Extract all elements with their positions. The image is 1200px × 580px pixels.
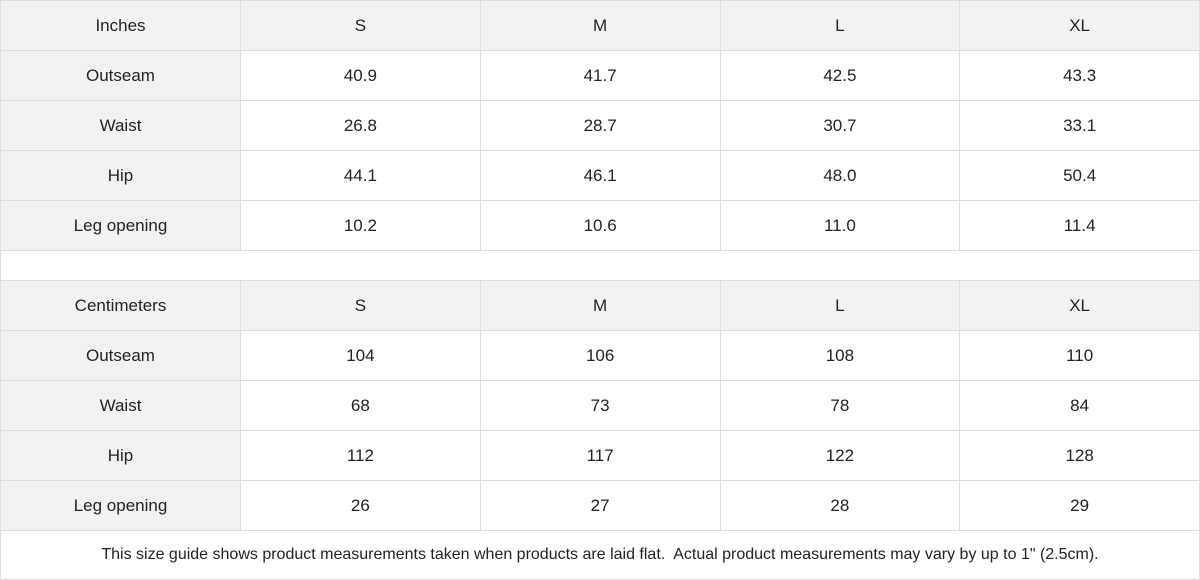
measurement-value: 117 (479, 430, 721, 481)
measurement-label: Outseam (0, 330, 241, 381)
measurement-value: 11.0 (719, 200, 961, 251)
size-header: S (240, 0, 481, 51)
measurement-value: 73 (479, 380, 721, 431)
measurement-value: 28 (719, 480, 961, 531)
measurement-value: 11.4 (959, 200, 1200, 251)
measurement-value: 10.2 (240, 200, 481, 251)
measurement-value: 106 (479, 330, 721, 381)
measurement-value: 122 (719, 430, 961, 481)
size-header: S (240, 280, 481, 331)
measurement-value: 26 (240, 480, 481, 531)
measurement-value: 112 (240, 430, 481, 481)
measurement-value: 33.1 (959, 100, 1200, 151)
measurement-value: 41.7 (479, 50, 721, 101)
size-header: M (479, 0, 721, 51)
size-table-inches: Inches S M L XL Outseam 40.9 41.7 42.5 43.3 Waist 2… (0, 0, 1200, 251)
measurement-value: 128 (959, 430, 1200, 481)
header-row: Centimeters S M L XL (0, 280, 1200, 331)
measurement-value: 104 (240, 330, 481, 381)
measurement-label: Outseam (0, 50, 241, 101)
measurement-value: 68 (240, 380, 481, 431)
measurement-label: Leg opening (0, 200, 241, 251)
table-row: Waist 68 73 78 84 (0, 380, 1200, 431)
measurement-label: Hip (0, 150, 241, 201)
table-row: Hip 44.1 46.1 48.0 50.4 (0, 150, 1200, 201)
measurement-value: 108 (719, 330, 961, 381)
size-header: M (479, 280, 721, 331)
header-row: Inches S M L XL (0, 0, 1200, 51)
measurement-value: 78 (719, 380, 961, 431)
measurement-value: 29 (959, 480, 1200, 531)
measurement-value: 110 (959, 330, 1200, 381)
size-header: L (719, 280, 961, 331)
size-header: L (719, 0, 961, 51)
unit-header: Centimeters (0, 280, 241, 331)
measurement-label: Hip (0, 430, 241, 481)
measurement-value: 48.0 (719, 150, 961, 201)
table-row: Leg opening 26 27 28 29 (0, 480, 1200, 531)
size-table-centimeters: Centimeters S M L XL Outseam 104 106 108 110 Waist… (0, 280, 1200, 531)
size-header: XL (959, 0, 1200, 51)
table-row: Leg opening 10.2 10.6 11.0 11.4 (0, 200, 1200, 251)
measurement-value: 43.3 (959, 50, 1200, 101)
size-header: XL (959, 280, 1200, 331)
measurement-value: 26.8 (240, 100, 481, 151)
measurement-label: Waist (0, 380, 241, 431)
table-spacer (0, 251, 1200, 280)
measurement-label: Waist (0, 100, 241, 151)
measurement-value: 84 (959, 380, 1200, 431)
measurement-label: Leg opening (0, 480, 241, 531)
measurement-value: 44.1 (240, 150, 481, 201)
table-row: Waist 26.8 28.7 30.7 33.1 (0, 100, 1200, 151)
measurement-value: 10.6 (479, 200, 721, 251)
measurement-value: 30.7 (719, 100, 961, 151)
footnote: This size guide shows product measuremen… (0, 531, 1200, 580)
unit-header: Inches (0, 0, 241, 51)
measurement-value: 50.4 (959, 150, 1200, 201)
measurement-value: 40.9 (240, 50, 481, 101)
measurement-value: 27 (479, 480, 721, 531)
measurement-value: 28.7 (479, 100, 721, 151)
measurement-value: 42.5 (719, 50, 961, 101)
table-row: Outseam 104 106 108 110 (0, 330, 1200, 381)
table-row: Hip 112 117 122 128 (0, 430, 1200, 481)
measurement-value: 46.1 (479, 150, 721, 201)
table-row: Outseam 40.9 41.7 42.5 43.3 (0, 50, 1200, 101)
